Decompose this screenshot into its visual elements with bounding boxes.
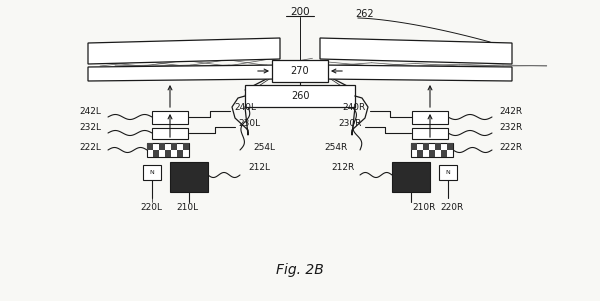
Text: 210R: 210R [413, 203, 436, 212]
Bar [411, 143, 417, 150]
Text: 262: 262 [355, 9, 374, 19]
Bar [435, 143, 441, 150]
Text: 222L: 222L [79, 142, 101, 151]
Bar [152, 128, 188, 139]
Bar [441, 150, 447, 157]
Text: 232R: 232R [499, 123, 522, 132]
Text: 242L: 242L [79, 107, 101, 116]
Bar [165, 150, 171, 157]
Text: 210L: 210L [176, 203, 198, 212]
Polygon shape [320, 38, 512, 64]
Polygon shape [88, 38, 280, 64]
Text: 220R: 220R [440, 203, 463, 212]
Bar [412, 128, 448, 139]
Text: 240L: 240L [234, 104, 256, 113]
Bar [417, 150, 423, 157]
Bar [147, 143, 153, 150]
Text: Fig. 2B: Fig. 2B [276, 263, 324, 277]
Bar [429, 150, 435, 157]
Bar [439, 165, 457, 180]
Bar [447, 143, 453, 150]
Text: 232L: 232L [79, 123, 101, 132]
Text: 254L: 254L [253, 144, 275, 153]
Text: 230R: 230R [338, 119, 362, 128]
Text: 212R: 212R [332, 163, 355, 172]
Bar [147, 143, 189, 157]
Bar [153, 150, 159, 157]
Bar [171, 143, 177, 150]
Text: 270: 270 [290, 66, 310, 76]
Text: N: N [149, 169, 154, 175]
Bar [152, 111, 188, 124]
Bar [159, 143, 165, 150]
Bar [177, 150, 183, 157]
Bar [183, 143, 189, 150]
Polygon shape [88, 65, 280, 81]
Bar [272, 60, 328, 82]
Bar [412, 111, 448, 124]
Text: 254R: 254R [325, 144, 348, 153]
Bar [392, 162, 430, 192]
Text: 212L: 212L [248, 163, 270, 172]
Bar [170, 162, 208, 192]
Text: 222R: 222R [499, 142, 522, 151]
Text: 242R: 242R [499, 107, 522, 116]
Polygon shape [320, 65, 512, 81]
Text: N: N [446, 169, 451, 175]
Bar [245, 85, 355, 107]
Bar [423, 143, 429, 150]
Text: 200: 200 [290, 7, 310, 17]
Text: 240R: 240R [343, 104, 366, 113]
Text: 230L: 230L [238, 119, 260, 128]
Text: 220L: 220L [140, 203, 162, 212]
Bar [411, 143, 453, 157]
Bar [143, 165, 161, 180]
Text: 260: 260 [291, 91, 309, 101]
